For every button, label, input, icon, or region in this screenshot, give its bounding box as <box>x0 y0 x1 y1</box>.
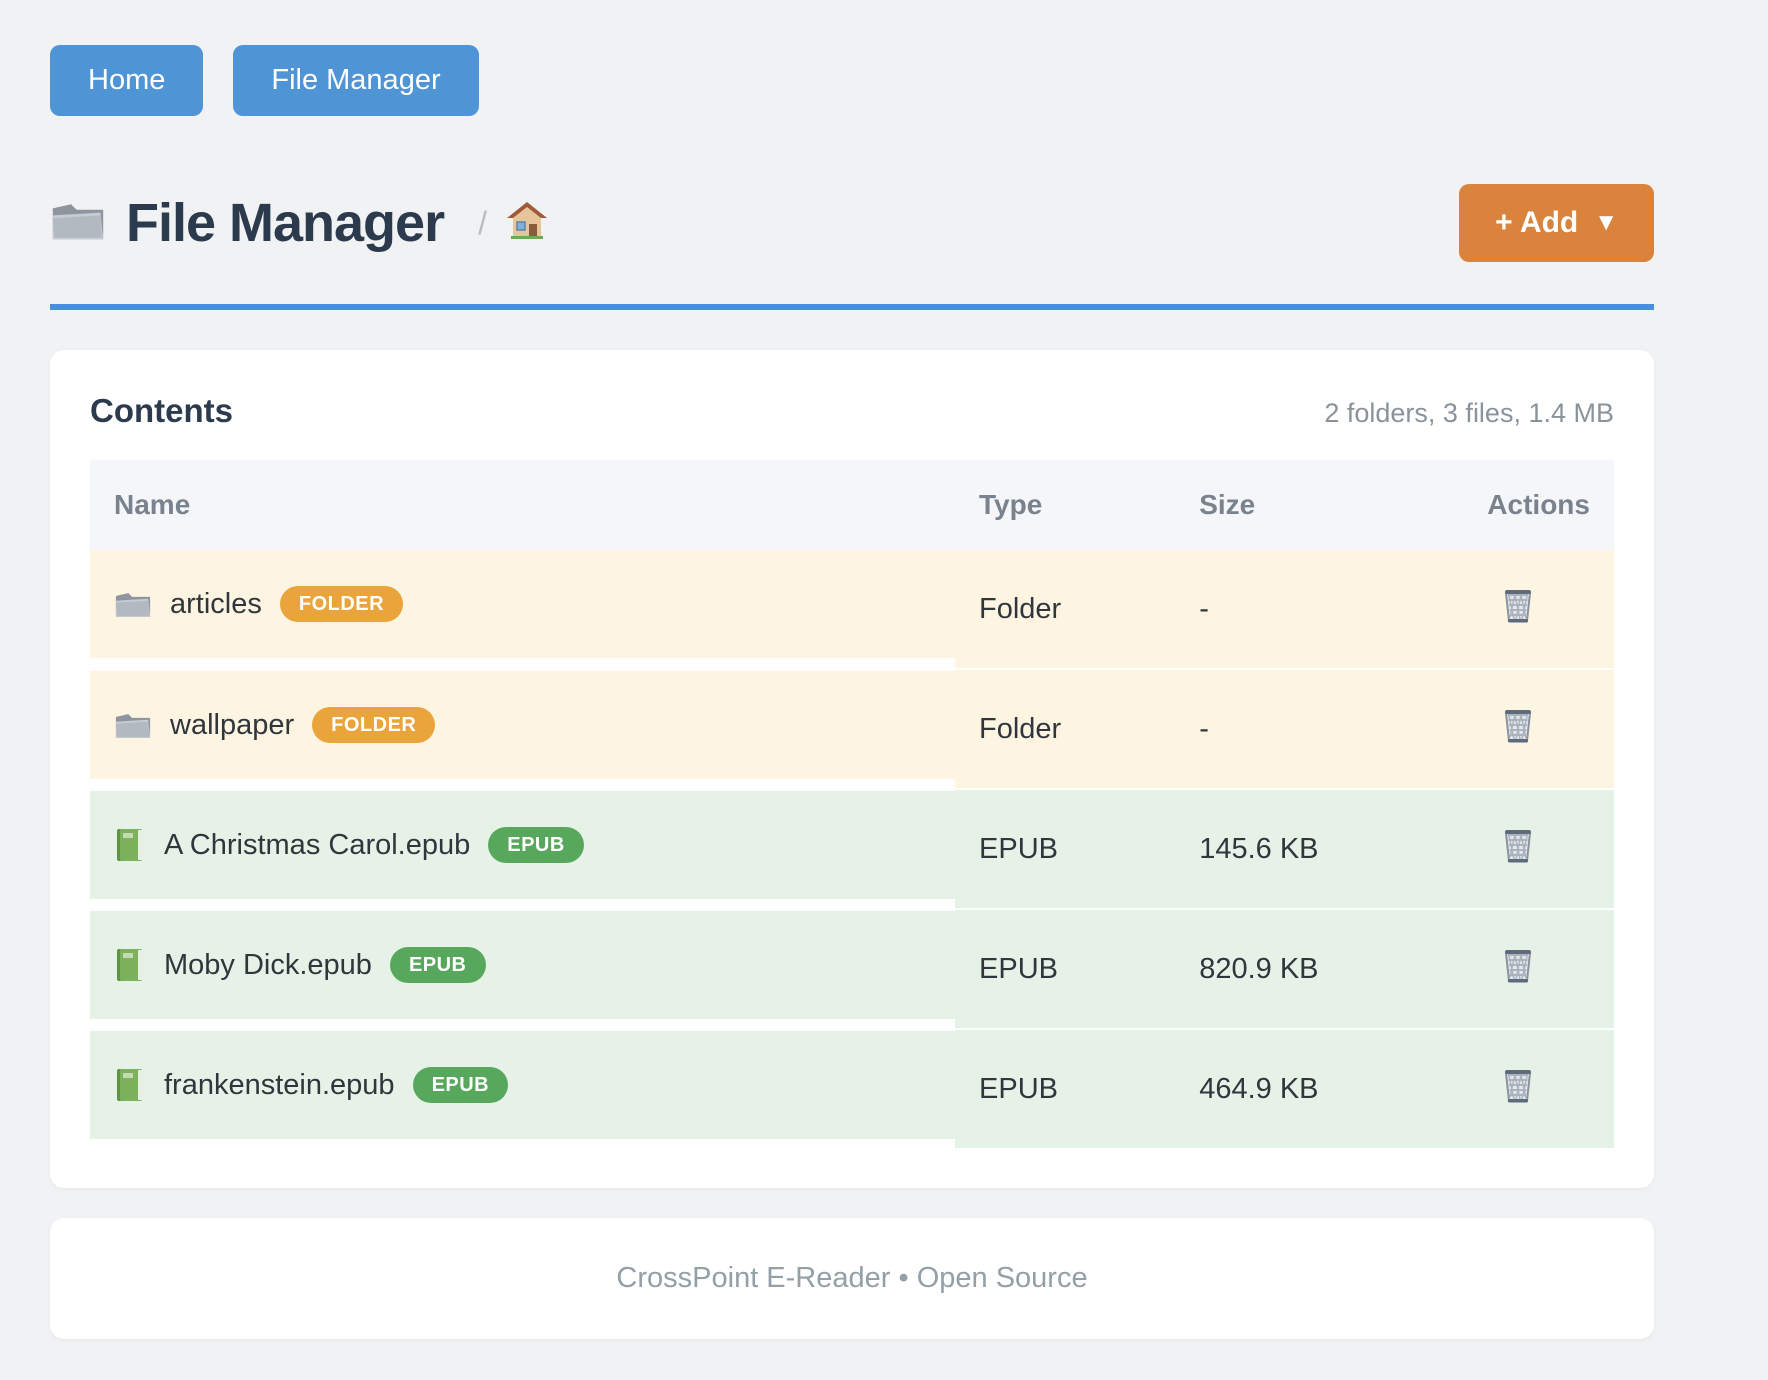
green-book-icon <box>114 947 146 983</box>
page-content: Home File Manager File Manager / + Add ▼ <box>50 0 1654 1339</box>
column-header-actions: Actions <box>1463 460 1614 550</box>
type-badge: EPUB <box>389 947 486 983</box>
file-name[interactable]: wallpaper <box>170 708 295 741</box>
title-group: File Manager / <box>50 192 547 254</box>
top-nav: Home File Manager <box>50 45 1654 116</box>
nav-button-file-manager[interactable]: File Manager <box>233 45 479 116</box>
add-button-label: + Add <box>1495 206 1579 239</box>
type-badge: FOLDER <box>279 586 404 622</box>
folder-icon <box>114 589 152 620</box>
footer: CrossPoint E-Reader • Open Source <box>50 1218 1654 1339</box>
trash-icon[interactable] <box>1487 706 1535 744</box>
card-title: Contents <box>90 392 233 429</box>
folder-icon <box>114 710 152 741</box>
breadcrumb-separator: / <box>478 204 487 241</box>
file-type: Folder <box>955 668 1176 789</box>
caret-down-icon: ▼ <box>1594 209 1618 236</box>
type-badge: EPUB <box>412 1067 509 1103</box>
file-table: Name Type Size Actions articles FOLDER F… <box>90 460 1614 1148</box>
column-header-size: Size <box>1175 460 1464 550</box>
file-name[interactable]: Moby Dick.epub <box>164 948 372 981</box>
table-row: wallpaper FOLDER Folder - <box>90 668 1614 789</box>
table-row: A Christmas Carol.epub EPUB EPUB 145.6 K… <box>90 788 1614 909</box>
file-name[interactable]: frankenstein.epub <box>164 1068 395 1101</box>
file-type: Folder <box>955 550 1176 669</box>
file-size: - <box>1175 550 1464 669</box>
add-button[interactable]: + Add ▼ <box>1459 184 1654 262</box>
file-size: - <box>1175 668 1464 789</box>
file-size: 464.9 KB <box>1175 1028 1464 1148</box>
contents-card: Contents 2 folders, 3 files, 1.4 MB Name… <box>50 350 1654 1188</box>
column-header-name: Name <box>90 460 956 550</box>
file-type: EPUB <box>955 788 1176 909</box>
column-header-type: Type <box>955 460 1176 550</box>
house-icon[interactable] <box>506 201 547 245</box>
table-header-row: Name Type Size Actions <box>90 460 1614 550</box>
card-header: Contents 2 folders, 3 files, 1.4 MB <box>90 392 1614 430</box>
page-header: File Manager / + Add ▼ <box>50 184 1654 262</box>
trash-icon[interactable] <box>1487 826 1535 864</box>
green-book-icon <box>114 827 146 863</box>
footer-text: CrossPoint E-Reader • Open Source <box>616 1262 1088 1294</box>
nav-button-home[interactable]: Home <box>50 45 204 116</box>
trash-icon[interactable] <box>1487 586 1535 624</box>
table-row: articles FOLDER Folder - <box>90 550 1614 669</box>
file-name[interactable]: articles <box>170 587 262 620</box>
file-name[interactable]: A Christmas Carol.epub <box>164 828 471 861</box>
type-badge: FOLDER <box>312 707 436 743</box>
table-row: frankenstein.epub EPUB EPUB 464.9 KB <box>90 1028 1614 1148</box>
file-size: 820.9 KB <box>1175 908 1464 1029</box>
page-title: File Manager <box>126 193 445 253</box>
contents-summary: 2 folders, 3 files, 1.4 MB <box>1324 398 1614 428</box>
green-book-icon <box>114 1067 146 1103</box>
type-badge: EPUB <box>488 827 584 863</box>
header-divider <box>50 304 1654 310</box>
file-size: 145.6 KB <box>1175 788 1464 909</box>
table-row: Moby Dick.epub EPUB EPUB 820.9 KB <box>90 908 1614 1029</box>
trash-icon[interactable] <box>1487 1066 1535 1104</box>
folder-icon <box>50 198 106 249</box>
file-type: EPUB <box>955 908 1176 1029</box>
file-type: EPUB <box>955 1028 1176 1148</box>
trash-icon[interactable] <box>1487 946 1535 984</box>
